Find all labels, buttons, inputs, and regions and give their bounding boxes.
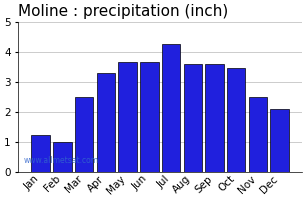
Bar — [249, 97, 267, 172]
Bar — [53, 142, 72, 172]
Bar — [75, 97, 93, 172]
Bar — [118, 62, 137, 172]
Bar — [184, 64, 202, 172]
Text: Moline : precipitation (inch): Moline : precipitation (inch) — [18, 4, 229, 19]
Bar — [140, 62, 159, 172]
Bar — [227, 68, 245, 172]
Text: www.allmetsat.com: www.allmetsat.com — [24, 156, 99, 165]
Bar — [31, 135, 50, 172]
Bar — [96, 73, 115, 172]
Bar — [205, 64, 224, 172]
Bar — [271, 109, 289, 172]
Bar — [162, 44, 180, 172]
